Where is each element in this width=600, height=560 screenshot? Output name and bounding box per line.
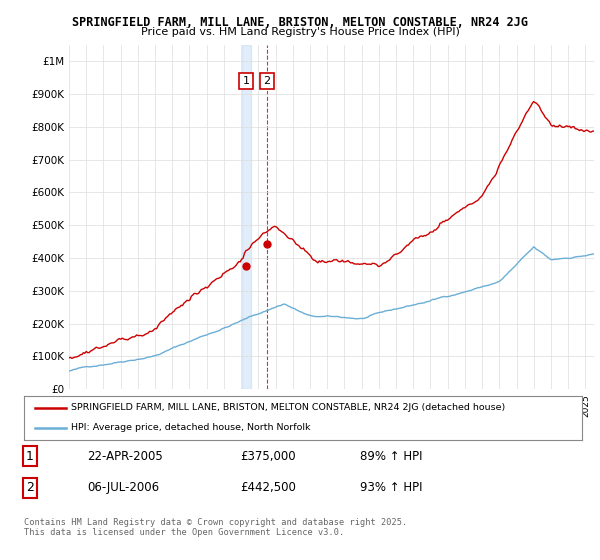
Text: Price paid vs. HM Land Registry's House Price Index (HPI): Price paid vs. HM Land Registry's House … (140, 27, 460, 37)
Text: 1: 1 (26, 450, 34, 463)
Text: 2: 2 (26, 482, 34, 494)
Text: 06-JUL-2006: 06-JUL-2006 (87, 482, 159, 494)
Text: 93% ↑ HPI: 93% ↑ HPI (360, 482, 422, 494)
Text: £442,500: £442,500 (240, 482, 296, 494)
Bar (242, 45, 251, 389)
Text: 2: 2 (263, 76, 271, 86)
Text: SPRINGFIELD FARM, MILL LANE, BRISTON, MELTON CONSTABLE, NR24 2JG: SPRINGFIELD FARM, MILL LANE, BRISTON, ME… (72, 16, 528, 29)
Text: 89% ↑ HPI: 89% ↑ HPI (360, 450, 422, 463)
Text: HPI: Average price, detached house, North Norfolk: HPI: Average price, detached house, Nort… (71, 423, 311, 432)
Text: SPRINGFIELD FARM, MILL LANE, BRISTON, MELTON CONSTABLE, NR24 2JG (detached house: SPRINGFIELD FARM, MILL LANE, BRISTON, ME… (71, 403, 506, 412)
Text: £375,000: £375,000 (240, 450, 296, 463)
Text: 22-APR-2005: 22-APR-2005 (87, 450, 163, 463)
Text: 1: 1 (242, 76, 250, 86)
Text: Contains HM Land Registry data © Crown copyright and database right 2025.
This d: Contains HM Land Registry data © Crown c… (24, 518, 407, 538)
